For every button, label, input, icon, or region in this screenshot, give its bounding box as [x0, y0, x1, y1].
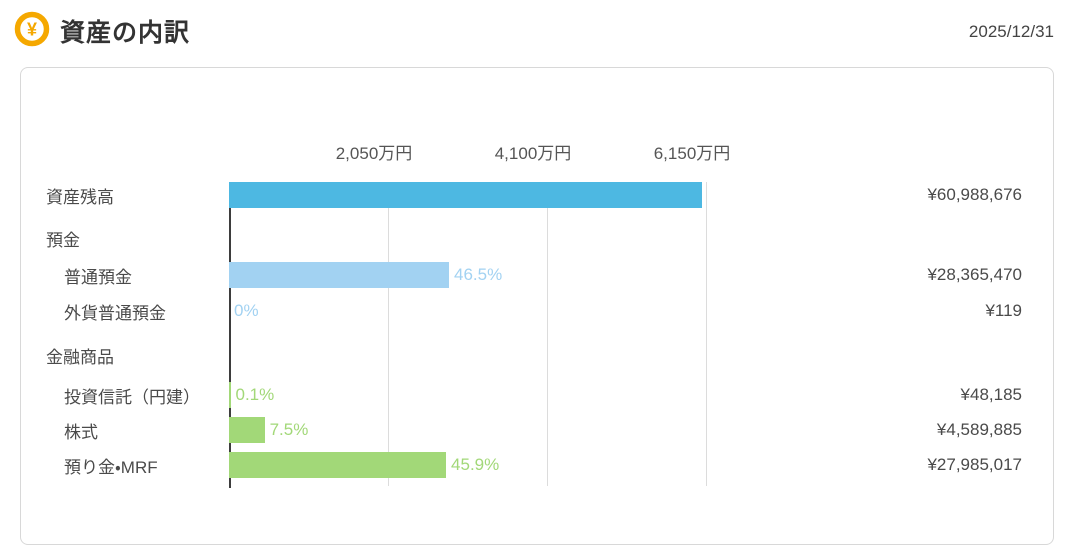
row-label: 預り金・MRF [64, 457, 158, 477]
row-label: 外貨普通預金 [64, 303, 166, 323]
chart-row: 外貨普通預金 0% ¥119 [21, 298, 1053, 324]
bar-cell: 0% [229, 298, 808, 324]
row-label: 普通預金 [64, 267, 132, 287]
chart-row: 投資信託（円建） 0.1% ¥48,185 [21, 382, 1053, 408]
value-bar [229, 452, 447, 478]
axis-tick-label: 6,150万円 [653, 144, 731, 163]
axis-tick-label: 2,050万円 [335, 144, 413, 163]
value-bar [229, 182, 703, 208]
percent-label: 0% [234, 301, 259, 320]
chart-row: 普通預金 46.5% ¥28,365,470 [21, 262, 1053, 288]
percent-label: 45.9% [451, 455, 500, 474]
amount-value: ¥28,365,470 [927, 265, 1022, 284]
amount-value: ¥60,988,676 [927, 185, 1022, 204]
yen-coin-icon: ¥ [14, 11, 50, 47]
amount-value: ¥27,985,017 [927, 455, 1022, 474]
value-bar [229, 262, 449, 288]
bar-cell: 0.1% [229, 382, 808, 408]
bar-cell: 7.5% [229, 417, 808, 443]
group-header: 預金 [46, 231, 80, 250]
page-title: 資産の内訳 [60, 19, 191, 47]
percent-label: 0.1% [235, 385, 275, 404]
chart-row: 預り金・MRF 45.9% ¥27,985,017 [21, 452, 1053, 478]
row-label: 株式 [64, 422, 98, 442]
axis-tick-label: 4,100万円 [494, 144, 572, 163]
row-label: 投資信託（円建） [64, 387, 200, 407]
percent-label: 7.5% [269, 420, 309, 439]
bar-cell: 45.9% [229, 452, 808, 478]
value-bar [229, 382, 231, 408]
row-label: 資産残高 [46, 187, 114, 207]
bar-cell: 46.5% [229, 262, 808, 288]
page-header: ¥ 資産の内訳 2025/12/31 [0, 0, 1074, 66]
percent-label: 46.5% [454, 265, 503, 284]
svg-text:¥: ¥ [27, 20, 37, 40]
value-bar [229, 417, 265, 443]
bar-cell [229, 182, 808, 208]
amount-value: ¥48,185 [960, 385, 1022, 404]
asset-breakdown-card: 2,050万円 4,100万円 6,150万円 資産残高 ¥60,988,676 預金普… [20, 67, 1054, 545]
chart-row: 資産残高 ¥60,988,676 [21, 182, 1053, 208]
amount-value: ¥4,589,885 [936, 420, 1022, 439]
chart-row: 株式 7.5% ¥4,589,885 [21, 417, 1053, 443]
amount-value: ¥119 [985, 301, 1022, 320]
axis-tick-labels: 2,050万円 4,100万円 6,150万円 [229, 139, 1053, 163]
group-header: 金融商品 [46, 348, 114, 367]
chart-rows: 資産残高 ¥60,988,676 預金普通預金 46.5% ¥28,365,470 外貨普… [21, 182, 1053, 488]
report-date: 2025/12/31 [968, 22, 1054, 41]
